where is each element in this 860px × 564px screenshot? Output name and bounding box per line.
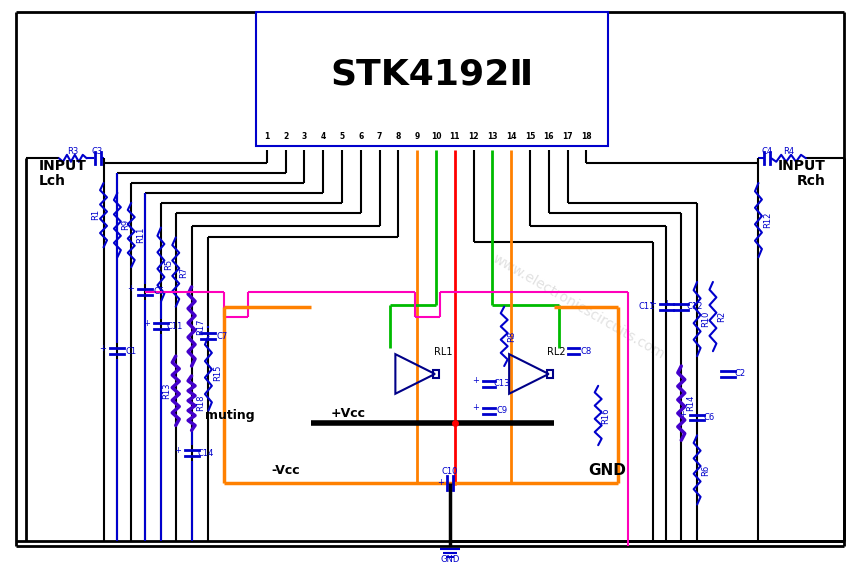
Text: R7: R7 xyxy=(179,266,188,277)
Text: GND: GND xyxy=(588,464,626,478)
Text: C11: C11 xyxy=(638,302,654,311)
Text: INPUT: INPUT xyxy=(40,159,87,173)
Text: R16: R16 xyxy=(602,407,611,424)
Text: R17: R17 xyxy=(196,318,205,334)
Text: GND: GND xyxy=(440,556,459,564)
Text: +: + xyxy=(143,319,150,328)
Text: 5: 5 xyxy=(340,133,345,142)
Text: 4: 4 xyxy=(321,133,326,142)
Text: 2: 2 xyxy=(283,133,288,142)
Text: INPUT: INPUT xyxy=(777,159,826,173)
Text: +: + xyxy=(174,446,181,455)
Text: 6: 6 xyxy=(358,133,364,142)
Text: +: + xyxy=(664,299,671,308)
Text: +: + xyxy=(100,343,107,352)
Text: muting: muting xyxy=(206,409,255,422)
Text: 15: 15 xyxy=(525,133,535,142)
Text: STK4192Ⅱ: STK4192Ⅱ xyxy=(330,57,533,91)
Text: 17: 17 xyxy=(562,133,573,142)
Text: 13: 13 xyxy=(487,133,498,142)
Text: +: + xyxy=(679,410,686,419)
Text: 8: 8 xyxy=(396,133,401,142)
Text: C7: C7 xyxy=(217,332,228,341)
Text: RL2: RL2 xyxy=(547,347,566,357)
Text: C8: C8 xyxy=(580,347,592,356)
Text: R2: R2 xyxy=(717,311,727,322)
Text: +Vcc: +Vcc xyxy=(331,407,366,420)
Text: +: + xyxy=(473,403,480,412)
Text: C2: C2 xyxy=(734,369,746,378)
Text: 16: 16 xyxy=(544,133,554,142)
Text: +: + xyxy=(127,284,134,293)
Text: www.electronicscircuits.com: www.electronicscircuits.com xyxy=(490,252,667,362)
Text: R4: R4 xyxy=(783,147,795,156)
Text: Rch: Rch xyxy=(797,174,826,188)
Text: C9: C9 xyxy=(497,406,507,415)
Text: +: + xyxy=(473,376,480,385)
Text: +: + xyxy=(648,299,655,308)
Text: R11: R11 xyxy=(136,226,144,243)
Text: R13: R13 xyxy=(163,382,171,399)
Text: R8: R8 xyxy=(507,331,517,342)
Text: 7: 7 xyxy=(377,133,382,142)
Text: 14: 14 xyxy=(506,133,516,142)
Text: C3: C3 xyxy=(92,147,103,156)
Text: C11: C11 xyxy=(167,322,183,331)
Bar xyxy=(256,12,608,147)
Text: R14: R14 xyxy=(685,394,695,411)
Text: R12: R12 xyxy=(763,212,771,228)
Text: R3: R3 xyxy=(67,147,78,156)
Text: C13: C13 xyxy=(494,380,511,389)
Text: 12: 12 xyxy=(469,133,479,142)
Text: RL1: RL1 xyxy=(433,347,452,357)
Text: C12: C12 xyxy=(687,302,703,311)
Text: 1: 1 xyxy=(264,133,269,142)
Text: 11: 11 xyxy=(450,133,460,142)
Text: C14: C14 xyxy=(197,448,213,457)
Text: 18: 18 xyxy=(581,133,592,142)
Text: C4: C4 xyxy=(762,147,773,156)
Text: R18: R18 xyxy=(196,394,205,411)
Text: 10: 10 xyxy=(431,133,441,142)
Bar xyxy=(547,370,553,378)
Text: R1: R1 xyxy=(91,209,100,220)
Text: C1: C1 xyxy=(126,347,137,356)
Text: R6: R6 xyxy=(702,464,710,475)
Bar xyxy=(433,370,439,378)
Text: -Vcc: -Vcc xyxy=(272,464,300,477)
Text: C6: C6 xyxy=(703,413,715,422)
Text: C5: C5 xyxy=(153,287,164,296)
Text: C10: C10 xyxy=(441,468,458,477)
Text: Lch: Lch xyxy=(40,174,66,188)
Text: +: + xyxy=(437,478,444,487)
Text: 9: 9 xyxy=(415,133,420,142)
Text: R9: R9 xyxy=(120,219,130,230)
Text: 3: 3 xyxy=(302,133,307,142)
Text: R15: R15 xyxy=(212,365,222,381)
Text: R10: R10 xyxy=(702,310,710,327)
Text: R5: R5 xyxy=(164,258,174,270)
